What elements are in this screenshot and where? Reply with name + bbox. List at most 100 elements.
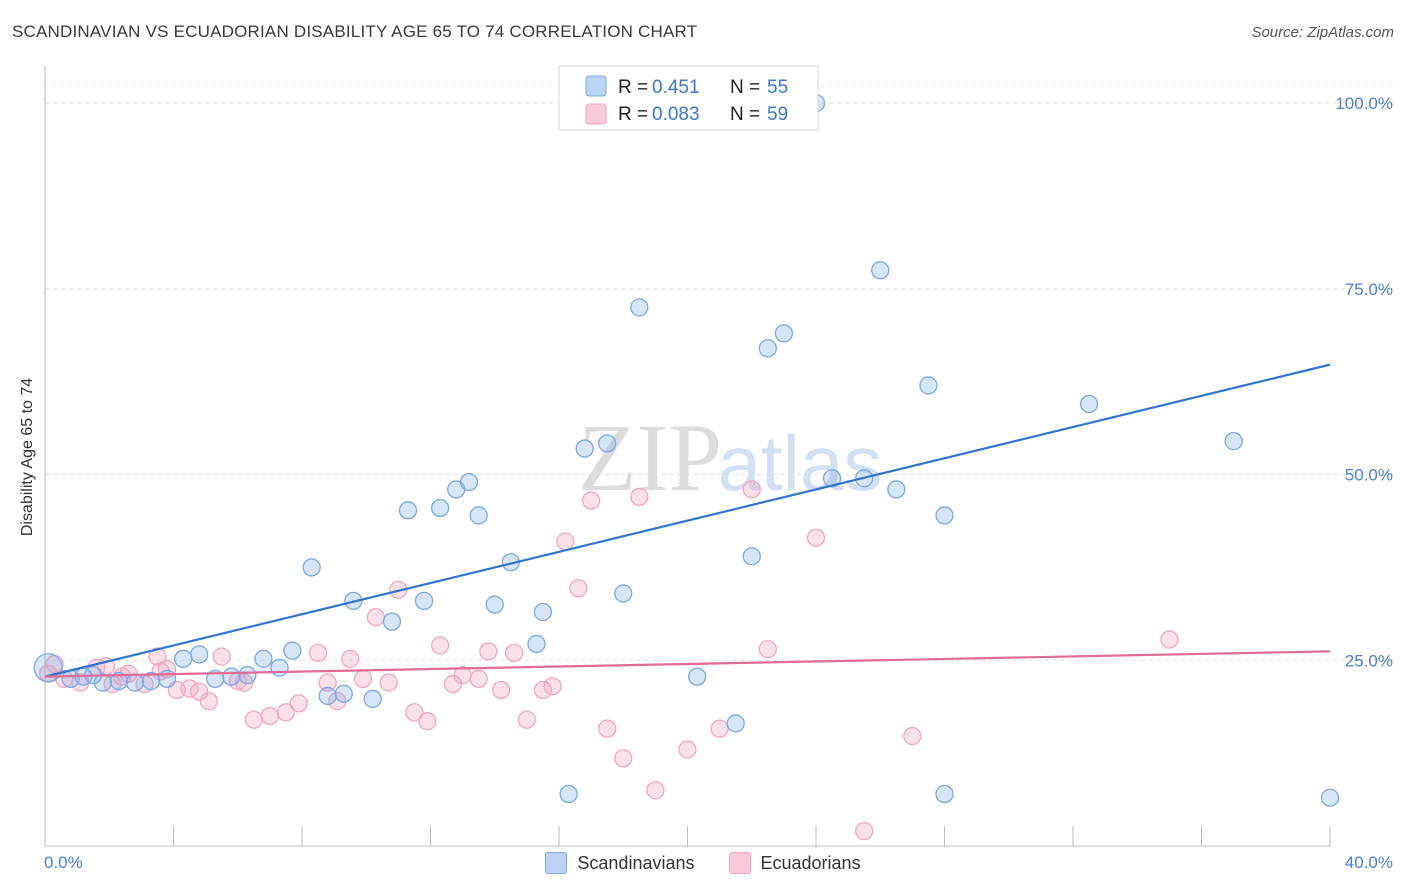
scandinavian-point-34 bbox=[598, 434, 617, 453]
scandinavian-point-41 bbox=[758, 339, 777, 358]
ecuadorian-point-47 bbox=[710, 719, 729, 738]
ecuadorian-point-21 bbox=[328, 691, 347, 711]
ecuadorian-point-22 bbox=[341, 649, 360, 668]
scandinavian-point-9 bbox=[190, 645, 209, 664]
y-tick-label-1: 50.0% bbox=[1345, 466, 1393, 485]
ecuadorian-point-20 bbox=[318, 673, 337, 692]
scandinavian-point-21 bbox=[382, 612, 402, 631]
ecuadorian-point-57 bbox=[151, 662, 170, 681]
ecuadorian-point-34 bbox=[492, 680, 511, 700]
x-tick-label-1: 40.0% bbox=[1345, 853, 1393, 872]
scandinavian-point-3 bbox=[93, 673, 112, 692]
scandinavian-point-49 bbox=[935, 506, 954, 525]
scandinavian-point-44 bbox=[822, 469, 842, 488]
scandinavian-point-26 bbox=[459, 472, 479, 492]
scandinavian-point-36 bbox=[630, 298, 649, 317]
legend-swatch-pink bbox=[728, 852, 751, 874]
ecuadorian-point-28 bbox=[418, 712, 437, 731]
ecuadorian-point-51 bbox=[855, 821, 874, 841]
scandinavian-point-33 bbox=[575, 439, 594, 458]
scandinavian-point-38 bbox=[687, 667, 707, 686]
scandinavian-point-53 bbox=[1320, 788, 1340, 807]
ecuadorian-point-33 bbox=[479, 642, 498, 661]
scandinavian-point-30 bbox=[527, 634, 546, 654]
ecuadorian-point-43 bbox=[614, 749, 633, 768]
scandinavian-point-46 bbox=[871, 261, 890, 280]
legend-swatch-ecuadorians bbox=[585, 103, 607, 125]
scandinavian-point-13 bbox=[254, 649, 273, 668]
ecuadorian-point-15 bbox=[244, 710, 263, 729]
legend-n-value-2: 59 bbox=[767, 104, 788, 125]
scandinavian-point-50 bbox=[935, 784, 954, 804]
scandinavian-point-28 bbox=[485, 595, 504, 614]
y-tick-label-0: 25.0% bbox=[1345, 651, 1393, 670]
scandinavian-point-27 bbox=[469, 506, 488, 525]
source-label: Source: ZipAtlas.com bbox=[1251, 24, 1394, 41]
grid-lines bbox=[45, 85, 1395, 661]
ecuadorian-point-13 bbox=[212, 647, 231, 666]
scandinavian-point-11 bbox=[222, 667, 241, 686]
ecuadorian-point-36 bbox=[517, 710, 537, 729]
scandinavian-point-48 bbox=[919, 376, 938, 395]
scandinavian-point-32 bbox=[559, 784, 578, 804]
y-tick-label-3: 100.0% bbox=[1335, 94, 1393, 113]
scandinavian-point-31 bbox=[533, 602, 553, 622]
ecuadorian-point-52 bbox=[903, 726, 922, 746]
ecuadorian-point-40 bbox=[569, 579, 588, 598]
ecuadorian-point-53 bbox=[1160, 630, 1179, 649]
ecuadorian-point-27 bbox=[405, 703, 424, 722]
legend-r-value-1: 0.451 bbox=[652, 77, 700, 98]
ecuadorian-point-39 bbox=[556, 532, 575, 551]
ecuadorian-point-38 bbox=[543, 677, 562, 696]
scandinavian-point-52 bbox=[1224, 431, 1243, 451]
axes bbox=[44, 66, 1331, 847]
top-legend: R = 0.451 N = 55 R = 0.083 N = 59 bbox=[558, 65, 819, 131]
scandinavian-point-47 bbox=[887, 480, 906, 499]
trend-lines bbox=[44, 363, 1331, 678]
ecuadorian-point-45 bbox=[646, 781, 665, 800]
scandinavian-point-24 bbox=[430, 498, 450, 518]
legend-label-scandinavians: Scandinavians bbox=[577, 852, 695, 873]
scandinavian-point-7 bbox=[157, 669, 177, 689]
scandinavian-point-8 bbox=[173, 649, 193, 668]
legend-swatch-blue bbox=[545, 852, 568, 874]
legend-label-ecuadorians: Ecuadorians bbox=[760, 852, 861, 873]
tick-labels: 25.0% 50.0% 75.0% 100.0% 0.0% 40.0% bbox=[44, 94, 1393, 872]
scandinavian-point-14 bbox=[270, 658, 289, 677]
ecuadorian-point-42 bbox=[598, 719, 617, 738]
ecuadorians-points bbox=[39, 480, 1179, 841]
ecuadorian-point-23 bbox=[353, 669, 373, 689]
ecuadorian-point-16 bbox=[260, 706, 280, 726]
scandinavian-point-40 bbox=[742, 547, 761, 566]
ecuadorian-point-35 bbox=[504, 643, 524, 663]
scandinavians-trend-line bbox=[44, 363, 1331, 678]
scandinavian-point-23 bbox=[414, 591, 434, 611]
scandinavian-point-16 bbox=[302, 558, 321, 577]
legend-n-value-1: 55 bbox=[767, 77, 788, 98]
ecuadorian-point-19 bbox=[308, 643, 328, 663]
ecuadorian-point-49 bbox=[758, 639, 777, 659]
ecuadorian-point-12 bbox=[199, 691, 218, 711]
y-tick-label-2: 75.0% bbox=[1345, 280, 1393, 299]
ecuadorian-point-29 bbox=[430, 636, 450, 655]
legend-n-label-2: N = bbox=[730, 104, 760, 125]
chart-title: SCANDINAVIAN VS ECUADORIAN DISABILITY AG… bbox=[12, 22, 698, 41]
ecuadorian-point-48 bbox=[742, 480, 761, 499]
ecuadorian-point-32 bbox=[469, 669, 488, 689]
scandinavian-point-17 bbox=[318, 686, 337, 706]
ecuadorian-point-37 bbox=[533, 680, 553, 700]
ecuadorian-point-11 bbox=[190, 682, 209, 701]
ecuadorians-trend-line bbox=[44, 650, 1331, 678]
legend-r-value-2: 0.083 bbox=[652, 104, 700, 125]
ecuadorian-point-44 bbox=[630, 487, 649, 507]
legend-r-label-1: R = bbox=[618, 77, 648, 98]
scandinavian-point-15 bbox=[283, 641, 302, 660]
legend-swatch-scandinavians bbox=[585, 75, 607, 97]
watermark-zip: ZIP bbox=[578, 404, 722, 511]
ecuadorian-point-25 bbox=[379, 673, 398, 692]
scandinavian-point-42 bbox=[774, 324, 794, 343]
ecuadorian-point-50 bbox=[806, 528, 826, 547]
scandinavian-point-35 bbox=[614, 584, 633, 603]
ecuadorian-point-46 bbox=[678, 740, 697, 759]
